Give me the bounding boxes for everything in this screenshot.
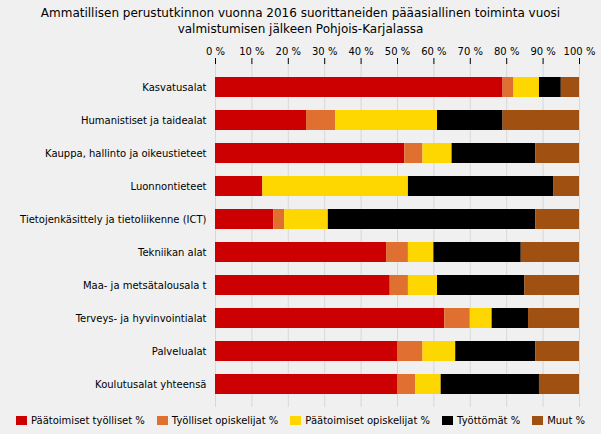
svg-text:30 %: 30 % — [312, 46, 337, 57]
svg-text:10 %: 10 % — [239, 46, 264, 57]
svg-text:80 %: 80 % — [494, 46, 519, 57]
svg-text:Tekniikan alat: Tekniikan alat — [137, 247, 207, 258]
svg-text:0 %: 0 % — [206, 46, 225, 57]
svg-text:Kasvatusalat: Kasvatusalat — [142, 82, 206, 93]
svg-text:Tietojenkäsittely ja tietoliik: Tietojenkäsittely ja tietoliikenne (ICT) — [19, 214, 206, 225]
html-text:Ammatillisen perustutkinnon vu: Ammatillisen perustutkinnon vuonna 2016 … — [40, 6, 561, 36]
html-text:Työttömät %: Työttömät % — [457, 415, 521, 427]
svg-text:40 %: 40 % — [348, 46, 373, 57]
svg-text:Luonnontieteet: Luonnontieteet — [131, 181, 207, 192]
svg-text:60 %: 60 % — [421, 46, 446, 57]
html-text:Päätoimiset opiskelijat %: Päätoimiset opiskelijat % — [305, 415, 431, 427]
svg-text:Terveys- ja hyvinvointialat: Terveys- ja hyvinvointialat — [75, 313, 207, 324]
svg-text:Palvelualat: Palvelualat — [152, 346, 207, 357]
svg-text:70 %: 70 % — [458, 46, 483, 57]
svg-text:90 %: 90 % — [530, 46, 555, 57]
svg-text:50 %: 50 % — [385, 46, 410, 57]
svg-text:Humanistiset ja taidealat: Humanistiset ja taidealat — [81, 115, 207, 126]
svg-text:Kauppa, hallinto ja oikeustiet: Kauppa, hallinto ja oikeustieteet — [45, 148, 207, 159]
svg-text:100 %: 100 % — [564, 46, 596, 57]
svg-text:Koulutusalat yhteensä: Koulutusalat yhteensä — [95, 379, 206, 390]
svg-text:Maa- ja metsätalousala t: Maa- ja metsätalousala t — [83, 280, 207, 291]
html-text:Työlliset opiskelijat %: Työlliset opiskelijat % — [171, 415, 279, 427]
html-text:Päätoimiset työlliset %: Päätoimiset työlliset % — [31, 415, 145, 427]
html-text:Muut %: Muut % — [547, 415, 585, 427]
svg-text:20 %: 20 % — [276, 46, 301, 57]
